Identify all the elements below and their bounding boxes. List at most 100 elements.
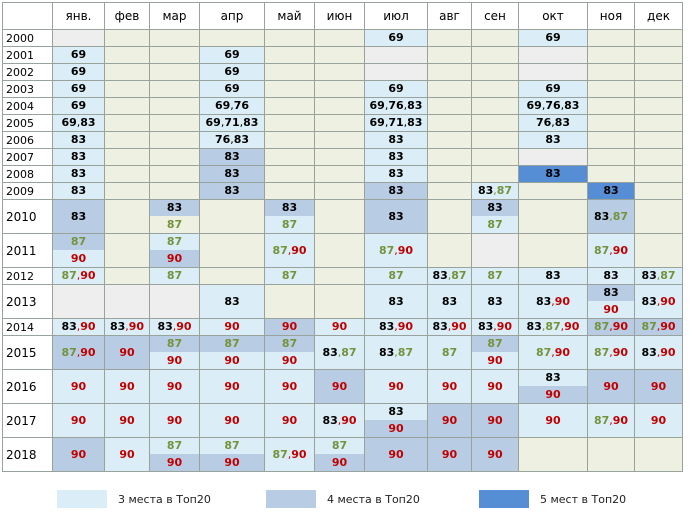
value-83: 83: [432, 269, 448, 282]
month-cell: [314, 233, 365, 268]
value-separator: ,: [447, 320, 452, 333]
value-69: 69: [70, 48, 87, 61]
month-cell: [149, 97, 200, 115]
month-cell: 83: [587, 267, 635, 285]
value-87: 87: [487, 218, 503, 231]
month-cell: 83,90: [634, 335, 683, 370]
month-cell: 90: [634, 369, 683, 404]
year-label: 2009: [2, 182, 53, 200]
value-separator: ,: [76, 320, 81, 333]
month-cell: [199, 199, 265, 234]
year-row-2003: 2003 69 69 69 69: [2, 80, 683, 98]
value-90: 90: [224, 354, 240, 367]
value-87: 87: [612, 210, 629, 223]
value-87: 87: [331, 439, 348, 452]
value-separator: ,: [609, 320, 613, 333]
month-cell: [314, 114, 365, 132]
month-cell: 83 90: [518, 369, 588, 404]
year-row-2017: 2017 90 90 90 90 90 83,90 83 90 90 90 90 87,90 90: [2, 403, 683, 438]
year-label: 2004: [2, 97, 53, 115]
month-cell: 83: [52, 131, 105, 149]
value-separator: ,: [447, 269, 452, 282]
value-83: 83: [70, 133, 87, 146]
month-cell: [587, 29, 635, 47]
month-cell: [104, 131, 150, 149]
value-90: 90: [70, 414, 87, 427]
value-83: 83: [545, 167, 561, 180]
value-76: 76: [214, 133, 231, 146]
month-cell: 83,87,90: [518, 318, 588, 336]
value-separator: ,: [76, 116, 81, 129]
month-cell: [264, 131, 315, 149]
month-cell: [471, 114, 519, 132]
value-separator: ,: [337, 414, 342, 427]
month-cell: 90: [264, 403, 315, 438]
top20-by-month-table: янв. фев мар апр май июн июл авг сен окт ноя дек 20…: [2, 2, 683, 472]
year-row-2007: 2007 83 83 83: [2, 148, 683, 166]
year-label: 2017: [2, 403, 53, 438]
month-header: сен: [471, 2, 519, 30]
value-83: 83: [70, 150, 87, 163]
month-cell: [634, 46, 683, 64]
value-90: 90: [612, 244, 629, 257]
value-87: 87: [378, 244, 395, 257]
month-cell: 90: [471, 403, 519, 438]
month-cell: 83,90: [52, 318, 105, 336]
month-cell: [471, 63, 519, 81]
month-cell: 90: [471, 437, 519, 472]
value-83: 83: [388, 133, 404, 146]
legend-swatch-light: [57, 490, 107, 508]
value-90: 90: [166, 456, 183, 469]
month-cell: 87,90: [587, 233, 635, 268]
month-cell: [314, 131, 365, 149]
month-cell: [427, 182, 472, 200]
value-90: 90: [603, 303, 619, 316]
month-cell: [634, 80, 683, 98]
value-83: 83: [388, 295, 404, 308]
value-83: 83: [388, 405, 404, 418]
cell-lower-part: 90: [588, 301, 634, 318]
value-90: 90: [397, 244, 414, 257]
month-cell: 69,71,83: [364, 114, 428, 132]
cell-upper-part: 87: [200, 438, 264, 454]
month-cell: 87 90: [149, 335, 200, 370]
month-cell: [634, 233, 683, 268]
month-cell: 83: [587, 182, 635, 200]
value-separator: ,: [609, 346, 613, 359]
value-83: 83: [243, 116, 259, 129]
value-separator: ,: [384, 99, 389, 112]
year-row-2008: 2008 83 83 83 83: [2, 165, 683, 183]
value-83: 83: [407, 116, 423, 129]
month-cell: 90: [104, 369, 150, 404]
value-83: 83: [641, 295, 657, 308]
cell-upper-part: 87: [265, 336, 314, 352]
month-cell: 83: [199, 284, 265, 319]
value-90: 90: [650, 414, 667, 427]
month-cell: [104, 284, 150, 319]
month-cell: 83,90: [149, 318, 200, 336]
month-cell: [264, 46, 315, 64]
year-row-2015: 2015 87,90 90 87 90 87 90 87 90 83,87 83,87 87 87 90 8…: [2, 335, 683, 370]
value-90: 90: [487, 414, 503, 427]
month-cell: [634, 97, 683, 115]
month-cell: 83,90: [518, 284, 588, 319]
value-90: 90: [281, 380, 298, 393]
month-cell: [199, 267, 265, 285]
month-cell: 87 90: [199, 437, 265, 472]
year-label: 2013: [2, 284, 53, 319]
month-cell: [149, 63, 200, 81]
value-90: 90: [281, 320, 298, 333]
month-cell: 90: [364, 369, 428, 404]
month-cell: 87 90: [199, 335, 265, 370]
value-69: 69: [205, 116, 221, 129]
month-cell: 69,76: [199, 97, 265, 115]
value-83: 83: [641, 269, 657, 282]
value-87: 87: [281, 269, 298, 282]
month-cell: [634, 114, 683, 132]
month-cell: 83: [364, 165, 428, 183]
value-87: 87: [593, 346, 610, 359]
value-87: 87: [166, 235, 183, 248]
value-83: 83: [441, 295, 458, 308]
year-row-2011: 2011 87 90 87 90 87,90 87,90 87,90: [2, 233, 683, 268]
value-87: 87: [660, 269, 676, 282]
